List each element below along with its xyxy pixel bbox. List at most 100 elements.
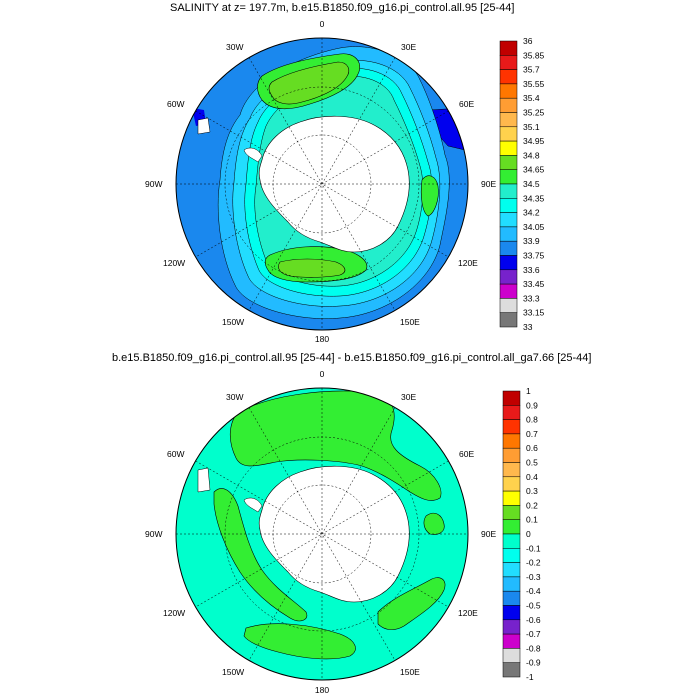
lon-label-90e: 90E xyxy=(481,529,496,539)
lon-label-30e: 30E xyxy=(401,392,416,402)
colorbar-swatch xyxy=(502,405,521,420)
colorbar-swatch xyxy=(499,240,518,256)
lon-label-180: 180 xyxy=(315,685,329,695)
colorbar-swatch xyxy=(499,298,518,313)
colorbar-tick-label: 33.3 xyxy=(523,293,540,303)
high-salinity-core-atlantic xyxy=(268,61,350,105)
lon-label-30w: 30W xyxy=(226,42,243,52)
colorbar-swatch xyxy=(502,519,521,535)
high-salinity-core-pacific xyxy=(278,258,346,278)
colorbar-swatch xyxy=(502,462,521,478)
colorbar-tick-label: -0.4 xyxy=(526,586,541,596)
colorbar-tick-label: 0.6 xyxy=(526,443,538,453)
colorbar-swatch xyxy=(499,83,518,99)
colorbar-swatch xyxy=(502,419,521,435)
positive-diff-patch-west xyxy=(213,488,308,622)
colorbar-swatch xyxy=(502,433,521,449)
colorbar-tick-label: 35.7 xyxy=(523,65,540,75)
antarctic-peninsula xyxy=(243,147,263,163)
lon-label-90e: 90E xyxy=(481,179,496,189)
high-salinity-patch-indian xyxy=(420,175,439,217)
colorbar-swatch xyxy=(499,140,518,156)
graticule xyxy=(176,38,468,330)
colorbar-tick-label: 34.05 xyxy=(523,222,545,232)
map-title-salinity: SALINITY at z= 197.7m, b.e15.B1850.f09_g… xyxy=(170,2,515,14)
positive-diff-patch-east xyxy=(423,512,445,535)
colorbar-tick-label: 35.4 xyxy=(523,93,540,103)
colorbar-swatch xyxy=(502,505,521,520)
lon-label-120w: 120W xyxy=(163,258,185,268)
colorbar-swatch xyxy=(499,255,518,271)
colorbar-swatch xyxy=(499,183,518,199)
lon-label-60e: 60E xyxy=(459,449,474,459)
salinity-map: 0 30E 60E 90E 120E 150E 180 150W 120W 90… xyxy=(145,19,545,344)
colorbar-swatch xyxy=(502,390,521,406)
lon-label-150e: 150E xyxy=(400,317,420,327)
colorbar-tick-label: 1 xyxy=(526,386,531,396)
lon-label-90w: 90W xyxy=(145,179,162,189)
colorbar-tick-label: -0.7 xyxy=(526,629,541,639)
colorbar-swatch xyxy=(499,97,518,113)
colorbar-swatch xyxy=(502,633,521,649)
colorbar-tick-label: -0.8 xyxy=(526,643,541,653)
colorbar-swatch xyxy=(502,548,521,563)
colorbar-tick-label: 34.5 xyxy=(523,179,540,189)
colorbar-tick-label: 33.9 xyxy=(523,236,540,246)
lon-label-60w: 60W xyxy=(167,449,184,459)
colorbar-tick-label: 0.1 xyxy=(526,515,538,525)
colorbar-tick-label: 33.6 xyxy=(523,265,540,275)
lon-label-120e: 120E xyxy=(458,258,478,268)
colorbar-difference: 1 0.9 0.8 0.7 0.6 0.5 0.4 0.3 0.2 0.1 0 -0.1 -0.2 -0.… xyxy=(502,386,541,682)
colorbar-tick-label: 0.7 xyxy=(526,429,538,439)
lon-label-120w: 120W xyxy=(163,608,185,618)
colorbar-swatch xyxy=(499,212,518,228)
colorbar-tick-label: -0.9 xyxy=(526,658,541,668)
colorbar-swatch xyxy=(502,605,521,621)
lon-label-60w: 60W xyxy=(167,99,184,109)
lon-label-150w: 150W xyxy=(222,667,244,677)
colorbar-swatch xyxy=(499,283,518,299)
colorbar-swatch xyxy=(502,619,521,635)
colorbar-swatch xyxy=(499,155,518,170)
colorbar-swatch xyxy=(502,562,521,578)
colorbar-tick-label: -0.2 xyxy=(526,558,541,568)
colorbar-tick-label: 35.55 xyxy=(523,79,545,89)
colorbar-swatch xyxy=(499,198,518,213)
antarctica-land xyxy=(258,465,410,603)
colorbar-tick-label: -0.6 xyxy=(526,615,541,625)
colorbar-swatch xyxy=(502,576,521,592)
lon-label-120e: 120E xyxy=(458,608,478,618)
map-border xyxy=(175,387,469,681)
colorbar-tick-label: 0.3 xyxy=(526,486,538,496)
colorbar-tick-label: 34.95 xyxy=(523,136,545,146)
colorbar-swatch xyxy=(499,312,518,328)
colorbar-swatch xyxy=(502,648,521,663)
lon-label-30e: 30E xyxy=(401,42,416,52)
colorbar-tick-label: 0.2 xyxy=(526,500,538,510)
colorbar-tick-label: 0.4 xyxy=(526,472,538,482)
lon-label-60e: 60E xyxy=(459,99,474,109)
map-border xyxy=(175,37,469,331)
south-america-tip xyxy=(197,117,211,135)
colorbar-tick-label: 34.65 xyxy=(523,165,545,175)
colorbar-tick-label: 35.85 xyxy=(523,50,545,60)
lon-label-30w: 30W xyxy=(226,392,243,402)
colorbar-tick-label: 0 xyxy=(526,529,531,539)
colorbar-swatch xyxy=(499,226,518,242)
colorbar-swatch xyxy=(499,40,518,56)
colorbar-swatch xyxy=(502,490,521,506)
colorbar-swatch xyxy=(499,55,518,70)
colorbar-tick-label: 0.9 xyxy=(526,400,538,410)
colorbar-tick-label: 35.1 xyxy=(523,122,540,132)
colorbar-tick-label: 33.15 xyxy=(523,308,545,318)
colorbar-swatch xyxy=(499,169,518,185)
colorbar-tick-label: 0.5 xyxy=(526,458,538,468)
colorbar-swatch xyxy=(502,662,521,678)
colorbar-tick-label: -0.5 xyxy=(526,601,541,611)
lon-label-90w: 90W xyxy=(145,529,162,539)
positive-diff-patch-south xyxy=(243,623,356,660)
lon-label-0: 0 xyxy=(320,19,325,29)
colorbar-tick-label: 36 xyxy=(523,36,533,46)
lon-label-150e: 150E xyxy=(400,667,420,677)
colorbar-swatch xyxy=(502,447,521,463)
